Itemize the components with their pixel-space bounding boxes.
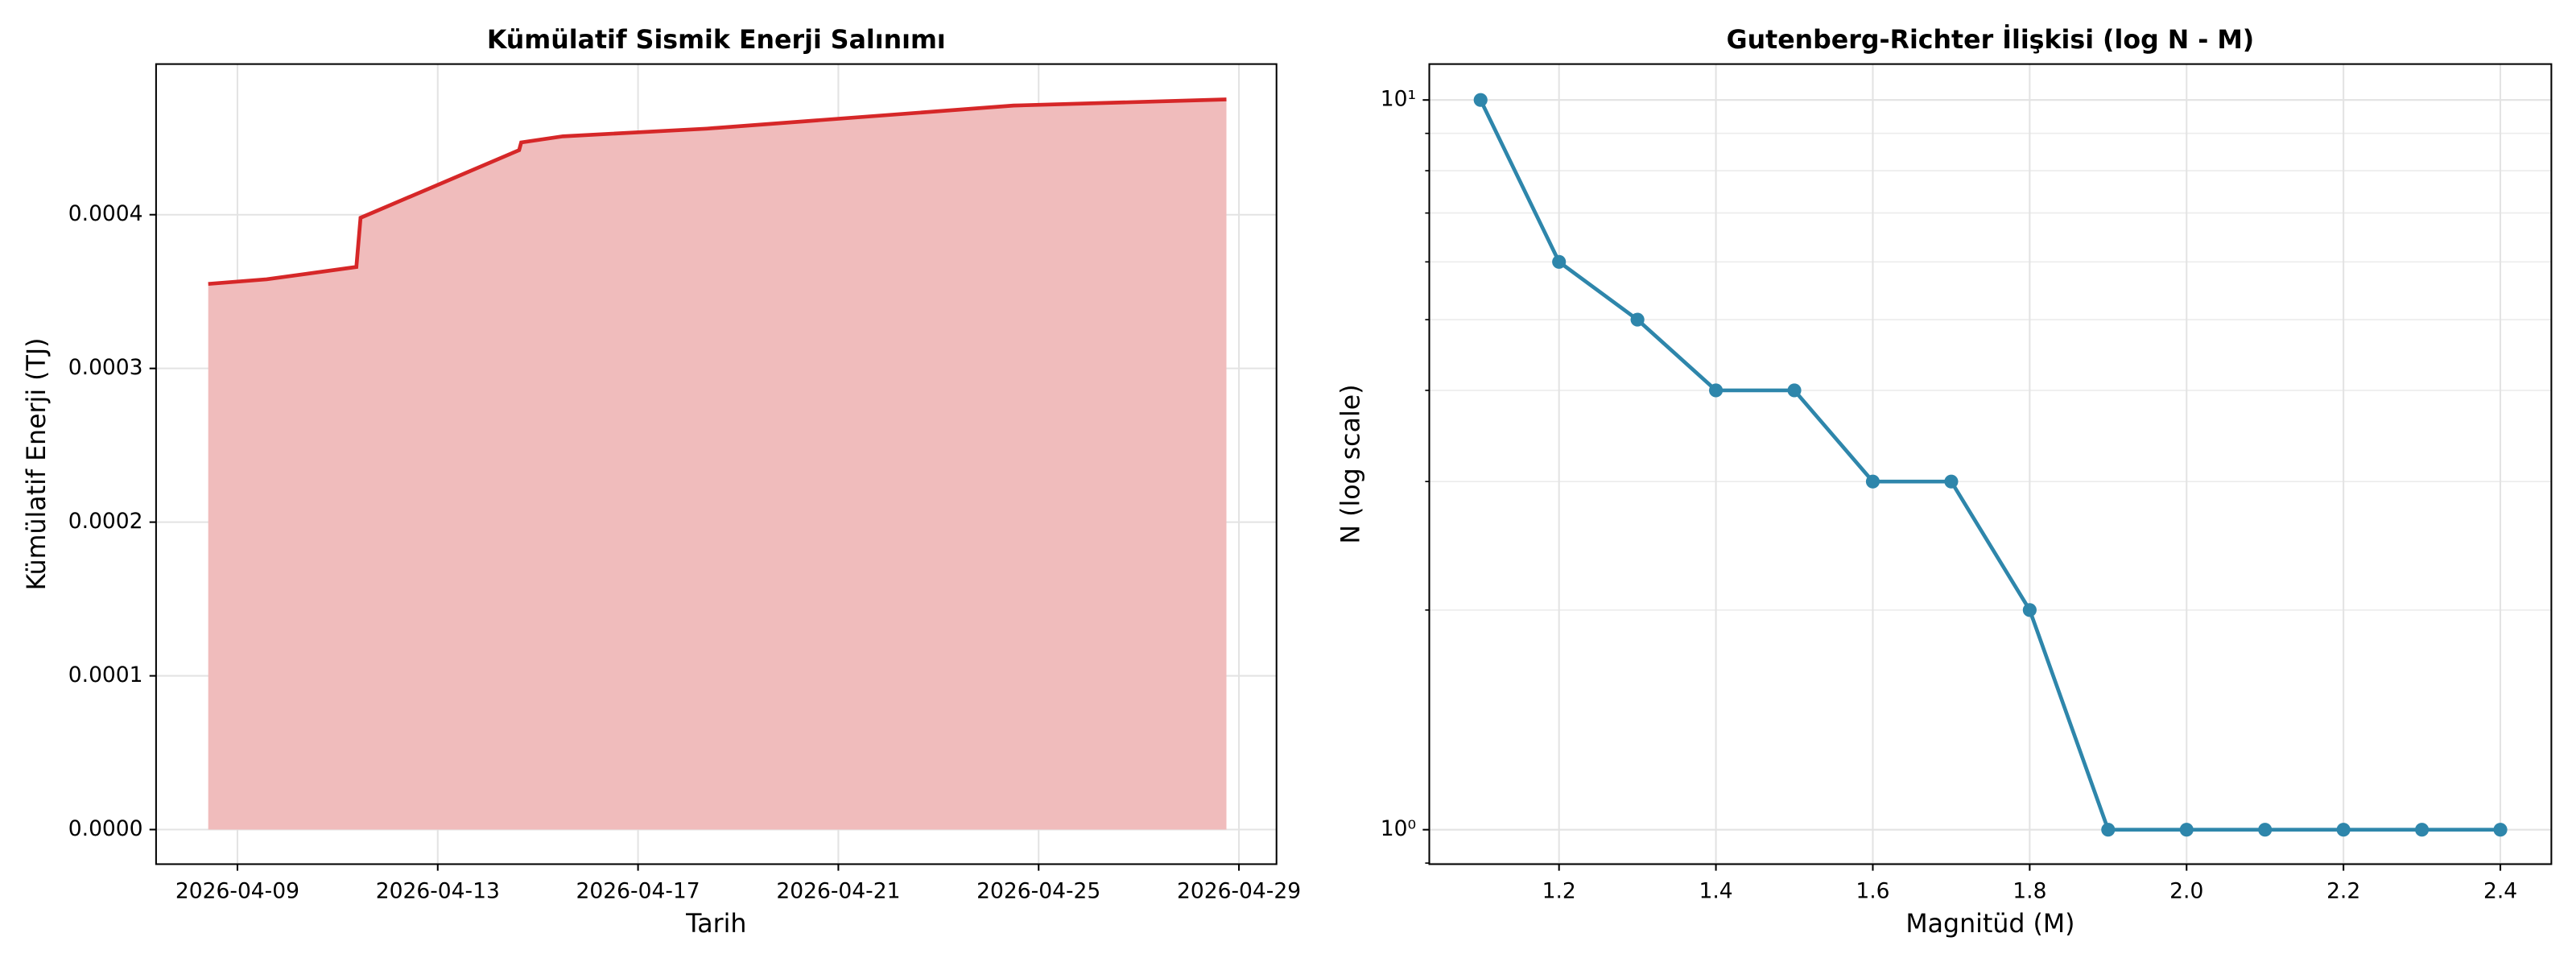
plot-frame bbox=[155, 63, 1278, 865]
x-tick-label: 2.0 bbox=[2169, 879, 2203, 904]
marker bbox=[2179, 823, 2194, 837]
marker bbox=[2258, 823, 2273, 837]
x-axis-label: Tarih bbox=[685, 910, 746, 939]
y-tick-label: 0.0003 bbox=[68, 355, 143, 380]
x-tick-label: 1.4 bbox=[1699, 879, 1732, 904]
marker bbox=[1944, 474, 1959, 489]
x-tick-label: 2026-04-17 bbox=[576, 879, 700, 904]
marker bbox=[1709, 383, 1724, 398]
marker bbox=[2493, 823, 2508, 837]
x-axis-label: Magnitüd (M) bbox=[1905, 910, 2074, 939]
marker bbox=[2415, 823, 2429, 837]
marker bbox=[2336, 823, 2351, 837]
x-tick-label: 1.8 bbox=[2013, 879, 2046, 904]
y-axis-label: Kümülatif Enerji (TJ) bbox=[23, 338, 52, 591]
area bbox=[208, 99, 1227, 830]
x-tick-label: 2026-04-13 bbox=[376, 879, 500, 904]
x-tick-label: 2.2 bbox=[2326, 879, 2360, 904]
y-tick-label: 0.0000 bbox=[68, 816, 143, 841]
x-tick-label: 2026-04-25 bbox=[976, 879, 1100, 904]
y-tick-label: 0.0004 bbox=[68, 201, 143, 226]
x-tick-label: 2.4 bbox=[2483, 879, 2517, 904]
y-tick-label: 0.0002 bbox=[68, 509, 143, 534]
marker bbox=[1865, 474, 1880, 489]
chart-title: Kümülatif Sismik Enerji Salınımı bbox=[487, 26, 946, 55]
y-tick-label: 0.0001 bbox=[68, 663, 143, 687]
y-tick-label: 10⁰ bbox=[1381, 816, 1416, 841]
x-tick-label: 1.6 bbox=[1856, 879, 1889, 904]
y-tick-label: 10¹ bbox=[1381, 87, 1416, 112]
x-tick-label: 2026-04-29 bbox=[1177, 879, 1301, 904]
x-tick-label: 2026-04-21 bbox=[776, 879, 900, 904]
x-tick-label: 1.2 bbox=[1542, 879, 1576, 904]
marker bbox=[1473, 93, 1488, 107]
line bbox=[1479, 99, 2501, 832]
marker bbox=[1552, 254, 1567, 269]
line bbox=[208, 97, 1227, 286]
chart-title: Gutenberg-Richter İlişkisi (log N - M) bbox=[1727, 24, 2255, 55]
marker bbox=[1787, 383, 1802, 398]
marker bbox=[1630, 312, 1645, 327]
marker bbox=[2101, 823, 2116, 837]
x-tick-label: 2026-04-09 bbox=[175, 879, 299, 904]
y-axis-label: N (log scale) bbox=[1337, 384, 1366, 543]
plot-frame bbox=[1428, 63, 2553, 865]
marker bbox=[2022, 603, 2037, 617]
